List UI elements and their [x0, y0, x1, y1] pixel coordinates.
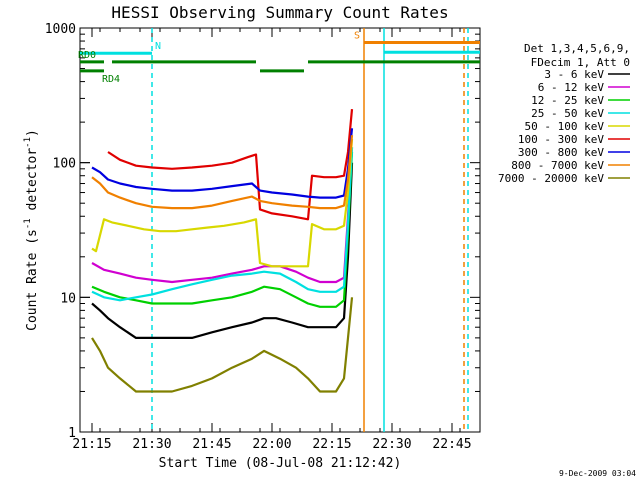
- series-line: [91, 151, 354, 308]
- y-axis-label-sup1: -1: [23, 218, 33, 229]
- legend-label: 12 - 25 keV: [531, 94, 604, 107]
- status-bar-label: RD4: [102, 74, 120, 85]
- axis-ticks: [79, 27, 481, 433]
- x-tick-label: 21:30: [132, 437, 171, 452]
- x-tick-label: 22:00: [252, 437, 291, 452]
- legend-label: 7000 - 20000 keV: [498, 172, 604, 185]
- status-bar-label: RD0: [78, 50, 96, 61]
- series-line: [91, 135, 354, 210]
- series-line: [91, 147, 354, 302]
- footer-date: 9-Dec-2009 03:04: [559, 469, 636, 478]
- x-tick-label: 22:15: [312, 437, 351, 452]
- legend-header-line-1: Det 1,3,4,5,6,9,: [524, 42, 630, 55]
- y-tick-label: 1: [68, 426, 76, 441]
- legend-header-line-2: FDecim 1, Att 0: [531, 56, 630, 69]
- y-tick-labels: 1 10 100 1000: [45, 22, 76, 441]
- y-axis-label-main: Count Rate (s: [25, 229, 40, 331]
- legend-label: 3 - 6 keV: [544, 68, 604, 81]
- x-tick-label: 21:45: [192, 437, 231, 452]
- series-line: [91, 138, 354, 268]
- y-axis-label-mid: detector: [25, 148, 40, 219]
- status-bars: N RD0 RD4 S: [78, 31, 480, 85]
- series-lines: [91, 108, 354, 393]
- x-tick-label: 22:45: [432, 437, 471, 452]
- vertical-markers: [151, 28, 469, 432]
- status-bar-label: N: [155, 41, 161, 52]
- legend: Det 1,3,4,5,6,9, FDecim 1, Att 0 3 - 6 k…: [498, 42, 630, 185]
- plot-area: [79, 27, 481, 433]
- x-axis-label: Start Time (08-Jul-08 21:12:42): [159, 456, 402, 471]
- y-tick-label: 1000: [45, 22, 76, 37]
- series-line: [91, 297, 354, 393]
- legend-label: 50 - 100 keV: [525, 120, 605, 133]
- y-tick-label: 100: [53, 157, 76, 172]
- x-tick-label: 22:30: [372, 437, 411, 452]
- series-line: [91, 128, 354, 199]
- series-line: [107, 108, 354, 221]
- legend-label: 25 - 50 keV: [531, 107, 604, 120]
- x-tick-label: 21:15: [72, 437, 111, 452]
- legend-label: 800 - 7000 keV: [511, 159, 604, 172]
- y-axis-label-end: ): [25, 129, 40, 137]
- y-tick-label: 10: [60, 291, 76, 306]
- y-axis-label-sup2: -1: [23, 137, 33, 148]
- legend-label: 300 - 800 keV: [518, 146, 604, 159]
- legend-label: 6 - 12 keV: [538, 81, 605, 94]
- x-tick-labels: 21:15 21:30 21:45 22:00 22:15 22:30 22:45: [72, 437, 471, 452]
- chart-title: HESSI Observing Summary Count Rates: [111, 3, 448, 22]
- status-bar-label: S: [354, 31, 360, 42]
- series-line: [91, 162, 354, 339]
- legend-label: 100 - 300 keV: [518, 133, 604, 146]
- series-line: [91, 147, 354, 284]
- y-axis-label: Count Rate (s-1 detector-1): [23, 129, 40, 331]
